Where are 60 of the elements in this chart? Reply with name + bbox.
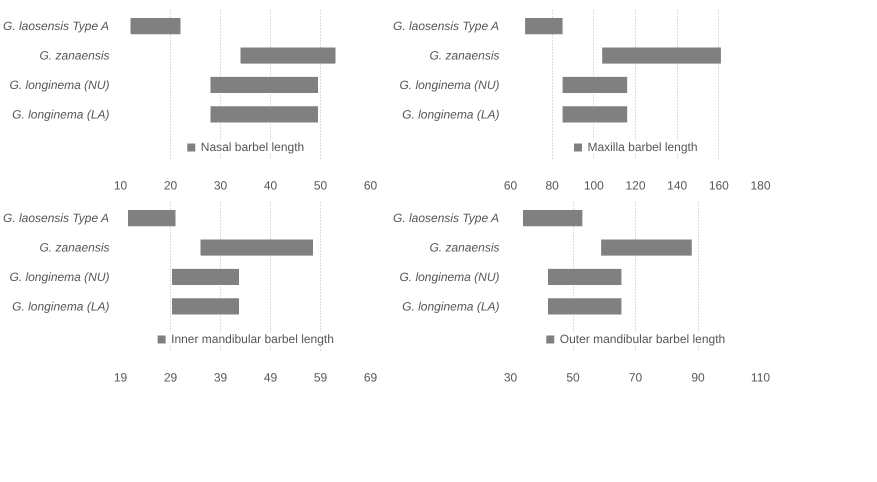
bar: [562, 76, 628, 94]
y-tick-label: G. zanaensis: [39, 240, 110, 255]
bar: [548, 268, 622, 286]
x-tick-label: 20: [164, 178, 178, 192]
bar: [525, 18, 563, 34]
x-tick-label: 90: [691, 370, 705, 384]
y-tick-label: G. laosensis Type A: [393, 19, 500, 34]
x-tick-label: 59: [314, 370, 328, 384]
x-tick-label: 110: [750, 370, 770, 384]
bar: [172, 268, 239, 286]
y-tick-label: G. zanaensis: [429, 240, 500, 255]
bar: [200, 239, 313, 256]
y-tick-label: G. zanaensis: [39, 48, 110, 63]
legend-label: Maxilla barbel length: [587, 140, 698, 154]
x-tick-label: 100: [584, 178, 604, 192]
x-tick-label: 60: [364, 178, 378, 192]
x-tick-label: 140: [667, 178, 688, 192]
x-tick-label: 39: [214, 370, 228, 384]
y-tick-label: G. longinema (LA): [12, 299, 110, 314]
x-tick-label: 40: [264, 178, 278, 192]
x-tick-label: 50: [566, 370, 580, 384]
bar: [548, 298, 622, 314]
bar: [601, 239, 692, 256]
x-tick-label: 30: [214, 178, 228, 192]
y-tick-label: G. zanaensis: [429, 48, 500, 63]
y-tick-label: G. longinema (LA): [402, 107, 500, 122]
x-tick-label: 50: [314, 178, 328, 192]
bar: [210, 106, 318, 122]
x-tick-label: 80: [545, 178, 560, 192]
bar: [240, 47, 336, 64]
x-tick-label: 29: [164, 370, 178, 384]
bar: [210, 76, 318, 94]
bar: [172, 298, 239, 314]
x-tick-label: 60: [504, 178, 518, 192]
x-tick-label: 180: [750, 178, 771, 192]
x-tick-label: 70: [628, 370, 642, 384]
x-tick-label: 69: [364, 370, 378, 384]
bar: [523, 210, 582, 226]
x-tick-label: 120: [625, 178, 646, 192]
y-tick-label: G. laosensis Type A: [393, 211, 500, 226]
y-tick-label: G. longinema (NU): [9, 78, 110, 92]
y-tick-label: G. laosensis Type A: [3, 211, 110, 226]
x-tick-label: 19: [114, 370, 128, 384]
y-tick-label: G. laosensis Type A: [3, 19, 110, 34]
x-tick-label: 160: [708, 178, 730, 192]
bar: [128, 210, 176, 226]
x-tick-label: 30: [504, 370, 518, 384]
bar: [562, 106, 628, 122]
y-tick-label: G. longinema (NU): [399, 78, 500, 92]
legend-label: Outer mandibular barbel length: [560, 332, 726, 346]
x-tick-label: 49: [264, 370, 278, 384]
y-tick-label: G. longinema (LA): [402, 299, 500, 314]
y-tick-label: G. longinema (NU): [399, 270, 500, 284]
bar: [602, 47, 721, 64]
x-tick-label: 10: [114, 178, 128, 192]
legend-label: Nasal barbel length: [200, 140, 304, 154]
y-tick-label: G. longinema (LA): [12, 107, 110, 122]
y-tick-label: G. longinema (NU): [9, 270, 110, 284]
bar: [130, 18, 180, 34]
legend-label: Inner mandibular barbel length: [171, 332, 334, 346]
